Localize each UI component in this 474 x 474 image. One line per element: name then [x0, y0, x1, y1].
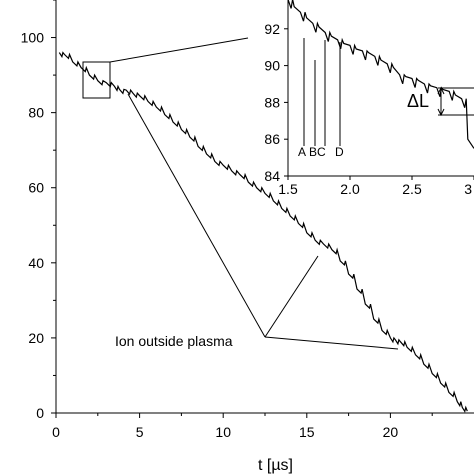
x-tick-label: 0 — [52, 424, 60, 440]
inset-ticks: 84 86 88 90 92 1.5 2.0 2.5 3 — [264, 21, 474, 197]
x-axis-label: t [µs] — [258, 457, 293, 474]
inset-y-tick-label: 92 — [264, 21, 280, 37]
annotation-label: Ion outside plasma — [115, 333, 233, 349]
y-tick-label: 40 — [28, 255, 44, 271]
y-tick-label: 0 — [36, 405, 44, 421]
delta-l-label: ΔL — [407, 91, 429, 111]
annotation-line-3 — [264, 336, 399, 350]
main-ticks: 0 20 40 60 80 100 0 5 10 15 20 — [21, 0, 433, 440]
y-tick-label: 80 — [28, 105, 44, 121]
inset-y-tick-label: 88 — [264, 94, 280, 110]
inset-y-tick-label: 84 — [264, 168, 280, 184]
annotation-line-2 — [264, 255, 319, 338]
x-tick-label: 15 — [299, 424, 315, 440]
zoom-connector-line — [109, 37, 249, 63]
x-tick-label: 5 — [136, 424, 144, 440]
marker-bc-label: BC — [309, 145, 326, 159]
y-tick-label: 20 — [28, 330, 44, 346]
inset-y-tick-label: 90 — [264, 58, 280, 74]
delta-l-arrowhead-up — [437, 86, 445, 95]
y-tick-label: 100 — [21, 30, 45, 46]
delta-l-arrowhead-down — [437, 108, 445, 117]
main-series-line — [58, 51, 468, 413]
inset-x-tick-label: 3 — [464, 181, 472, 197]
annotation-line-1 — [127, 93, 266, 338]
inset-y-tick-label: 86 — [264, 131, 280, 147]
inset-x-tick-label: 2.5 — [402, 181, 422, 197]
marker-a-label: A — [298, 145, 306, 159]
marker-d-label: D — [335, 145, 344, 159]
zoom-box — [82, 61, 111, 99]
inset-x-tick-label: 1.5 — [278, 181, 298, 197]
x-tick-label: 10 — [215, 424, 231, 440]
x-tick-label: 20 — [383, 424, 399, 440]
inset-x-tick-label: 2.0 — [340, 181, 360, 197]
y-tick-label: 60 — [28, 180, 44, 196]
inset-axes — [287, 0, 474, 177]
